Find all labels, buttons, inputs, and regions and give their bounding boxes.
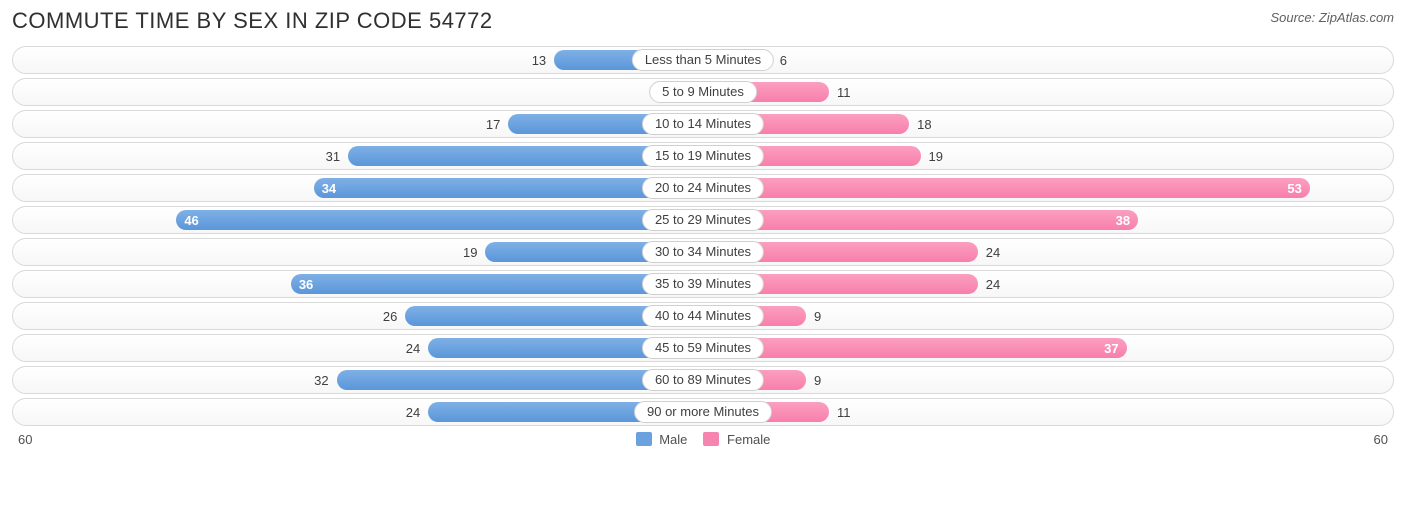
male-side: 36 — [16, 274, 703, 294]
category-label: 20 to 24 Minutes — [642, 177, 764, 199]
chart-title: Commute Time By Sex in Zip Code 54772 — [12, 8, 493, 34]
male-side: 13 — [16, 50, 703, 70]
data-row: 17 18 10 to 14 Minutes — [12, 110, 1394, 138]
male-value: 36 — [291, 277, 321, 292]
data-row: 19 24 30 to 34 Minutes — [12, 238, 1394, 266]
female-side: 18 — [703, 114, 1390, 134]
male-side: 17 — [16, 114, 703, 134]
female-value: 19 — [921, 149, 951, 164]
data-row: 24 37 45 to 59 Minutes — [12, 334, 1394, 362]
male-bar: 46 — [176, 210, 703, 230]
male-value: 32 — [306, 373, 336, 388]
legend-female: Female — [703, 432, 770, 447]
male-value: 24 — [398, 341, 428, 356]
male-value: 13 — [524, 53, 554, 68]
male-side: 26 — [16, 306, 703, 326]
data-row: 3 11 5 to 9 Minutes — [12, 78, 1394, 106]
female-value: 24 — [978, 245, 1008, 260]
header: Commute Time By Sex in Zip Code 54772 So… — [12, 8, 1394, 34]
legend-male: Male — [636, 432, 688, 447]
category-label: 15 to 19 Minutes — [642, 145, 764, 167]
female-side: 19 — [703, 146, 1390, 166]
axis-legend-row: 60 Male Female 60 — [12, 430, 1394, 447]
male-value: 26 — [375, 309, 405, 324]
female-side: 24 — [703, 274, 1390, 294]
male-side: 46 — [16, 210, 703, 230]
female-value: 11 — [829, 85, 859, 100]
male-value: 34 — [314, 181, 344, 196]
legend-male-label: Male — [659, 432, 687, 447]
female-value: 53 — [1279, 181, 1309, 196]
category-label: Less than 5 Minutes — [632, 49, 774, 71]
data-row: 46 38 25 to 29 Minutes — [12, 206, 1394, 234]
male-side: 34 — [16, 178, 703, 198]
female-side: 38 — [703, 210, 1390, 230]
male-side: 3 — [16, 82, 703, 102]
category-label: 10 to 14 Minutes — [642, 113, 764, 135]
female-value: 18 — [909, 117, 939, 132]
data-row: 36 24 35 to 39 Minutes — [12, 270, 1394, 298]
female-side: 37 — [703, 338, 1390, 358]
female-value: 37 — [1096, 341, 1126, 356]
legend-female-label: Female — [727, 432, 770, 447]
category-label: 45 to 59 Minutes — [642, 337, 764, 359]
chart-container: Commute Time By Sex in Zip Code 54772 So… — [0, 0, 1406, 451]
male-value: 24 — [398, 405, 428, 420]
data-row: 32 9 60 to 89 Minutes — [12, 366, 1394, 394]
category-label: 60 to 89 Minutes — [642, 369, 764, 391]
category-label: 5 to 9 Minutes — [649, 81, 757, 103]
male-value: 31 — [318, 149, 348, 164]
female-value: 24 — [978, 277, 1008, 292]
legend: Male Female — [636, 432, 771, 447]
female-value: 9 — [806, 309, 829, 324]
data-row: 24 11 90 or more Minutes — [12, 398, 1394, 426]
category-label: 40 to 44 Minutes — [642, 305, 764, 327]
data-row: 26 9 40 to 44 Minutes — [12, 302, 1394, 330]
male-value: 17 — [478, 117, 508, 132]
female-swatch-icon — [703, 432, 719, 446]
category-label: 90 or more Minutes — [634, 401, 772, 423]
male-side: 19 — [16, 242, 703, 262]
male-value: 19 — [455, 245, 485, 260]
female-value: 11 — [829, 405, 859, 420]
female-side: 9 — [703, 370, 1390, 390]
male-side: 24 — [16, 402, 703, 422]
female-value: 38 — [1108, 213, 1138, 228]
category-label: 35 to 39 Minutes — [642, 273, 764, 295]
female-side: 6 — [703, 50, 1390, 70]
male-side: 24 — [16, 338, 703, 358]
female-bar: 37 — [703, 338, 1127, 358]
female-side: 11 — [703, 82, 1390, 102]
male-side: 31 — [16, 146, 703, 166]
category-label: 30 to 34 Minutes — [642, 241, 764, 263]
female-bar: 38 — [703, 210, 1138, 230]
source-attribution: Source: ZipAtlas.com — [1270, 8, 1394, 25]
female-side: 11 — [703, 402, 1390, 422]
male-value: 46 — [176, 213, 206, 228]
female-value: 6 — [772, 53, 795, 68]
data-row: 13 6 Less than 5 Minutes — [12, 46, 1394, 74]
data-row: 31 19 15 to 19 Minutes — [12, 142, 1394, 170]
female-side: 9 — [703, 306, 1390, 326]
axis-max-right: 60 — [1374, 432, 1388, 447]
female-side: 24 — [703, 242, 1390, 262]
male-side: 32 — [16, 370, 703, 390]
category-label: 25 to 29 Minutes — [642, 209, 764, 231]
axis-max-left: 60 — [18, 432, 32, 447]
female-side: 53 — [703, 178, 1390, 198]
chart-rows: 13 6 Less than 5 Minutes 3 — [12, 46, 1394, 426]
female-bar: 53 — [703, 178, 1310, 198]
female-value: 9 — [806, 373, 829, 388]
male-swatch-icon — [636, 432, 652, 446]
data-row: 34 53 20 to 24 Minutes — [12, 174, 1394, 202]
